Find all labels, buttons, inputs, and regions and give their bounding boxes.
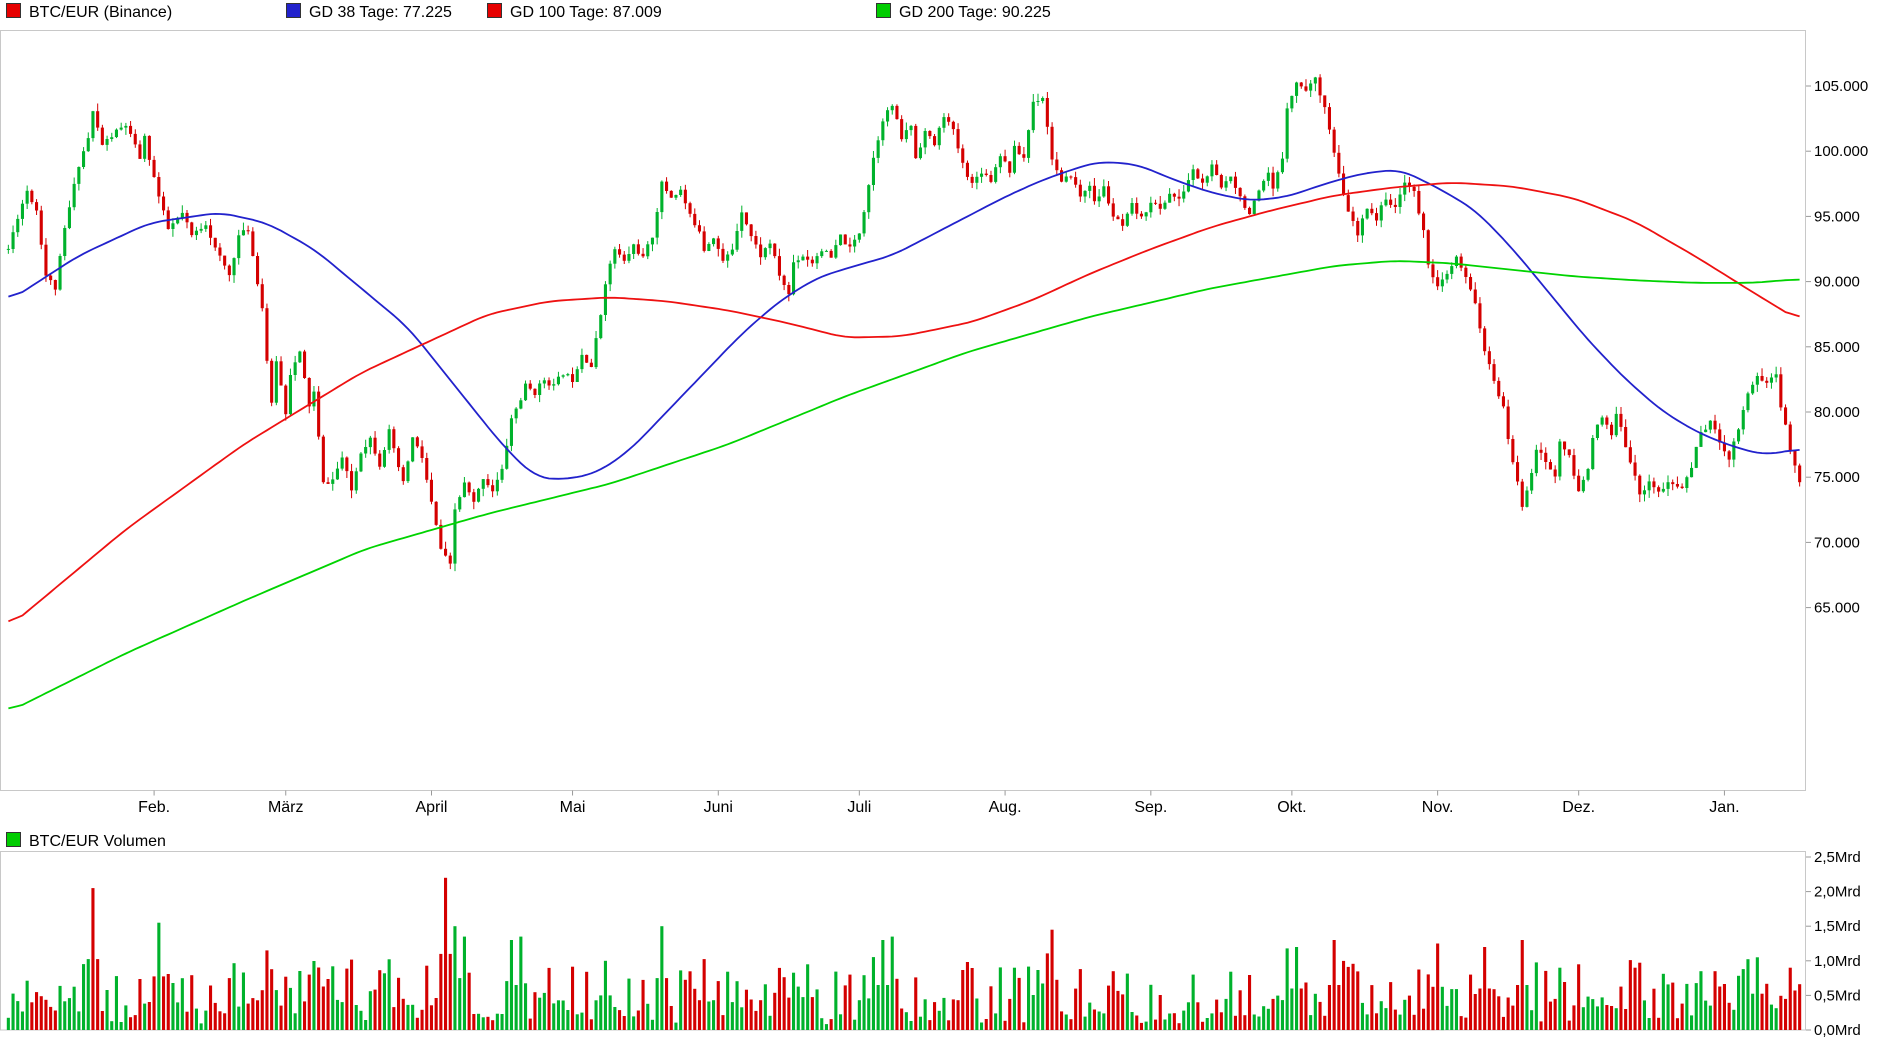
svg-text:105.000: 105.000	[1814, 78, 1868, 95]
legend-item-gd200: GD 200 Tage: 90.225	[876, 3, 1051, 23]
svg-text:95.000: 95.000	[1814, 208, 1860, 225]
svg-text:0,0Mrd: 0,0Mrd	[1814, 1022, 1861, 1037]
svg-text:0,5Mrd: 0,5Mrd	[1814, 987, 1861, 1004]
svg-text:Dez.: Dez.	[1562, 799, 1595, 816]
volume-legend: BTC/EUR Volumen	[6, 832, 166, 852]
svg-text:80.000: 80.000	[1814, 404, 1860, 421]
series-swatch-icon	[6, 3, 21, 18]
svg-text:März: März	[268, 799, 304, 816]
gd100-label: GD 100 Tage: 87.009	[510, 4, 662, 21]
legend-item-gd100: GD 100 Tage: 87.009	[487, 3, 662, 23]
svg-text:Mai: Mai	[560, 799, 586, 816]
gd38-label: GD 38 Tage: 77.225	[309, 4, 452, 21]
svg-text:Nov.: Nov.	[1422, 799, 1454, 816]
volume-label: BTC/EUR Volumen	[29, 833, 166, 850]
svg-text:Jan.: Jan.	[1709, 799, 1739, 816]
svg-text:Feb.: Feb.	[138, 799, 170, 816]
svg-text:April: April	[415, 799, 447, 816]
svg-text:90.000: 90.000	[1814, 274, 1860, 291]
svg-text:Juli: Juli	[847, 799, 871, 816]
price-chart-canvas[interactable]: 105.000 100.000 95.000 90.000 85.000 80.000 75…	[0, 24, 1880, 824]
svg-text:1,0Mrd: 1,0Mrd	[1814, 953, 1861, 970]
svg-text:Aug.: Aug.	[989, 799, 1022, 816]
svg-text:Sep.: Sep.	[1134, 799, 1167, 816]
volume-chart-canvas[interactable]: 2,5Mrd 2,0Mrd 1,5Mrd 1,0Mrd 0,5Mrd 0,0Mrd	[0, 850, 1880, 1037]
svg-text:Okt.: Okt.	[1277, 799, 1306, 816]
svg-text:2,0Mrd: 2,0Mrd	[1814, 884, 1861, 901]
legend-item-gd38: GD 38 Tage: 77.225	[286, 3, 452, 23]
svg-text:75.000: 75.000	[1814, 469, 1860, 486]
gd38-swatch-icon	[286, 3, 301, 18]
svg-text:Juni: Juni	[704, 799, 733, 816]
legend-item-series: BTC/EUR (Binance)	[6, 3, 172, 23]
svg-text:1,5Mrd: 1,5Mrd	[1814, 918, 1861, 935]
gd100-swatch-icon	[487, 3, 502, 18]
svg-text:65.000: 65.000	[1814, 600, 1860, 617]
svg-text:85.000: 85.000	[1814, 339, 1860, 356]
volume-swatch-icon	[6, 832, 21, 847]
gd200-label: GD 200 Tage: 90.225	[899, 4, 1051, 21]
svg-text:2,5Mrd: 2,5Mrd	[1814, 850, 1861, 866]
gd200-swatch-icon	[876, 3, 891, 18]
svg-text:100.000: 100.000	[1814, 143, 1868, 160]
series-label: BTC/EUR (Binance)	[29, 4, 173, 21]
svg-text:70.000: 70.000	[1814, 534, 1860, 551]
